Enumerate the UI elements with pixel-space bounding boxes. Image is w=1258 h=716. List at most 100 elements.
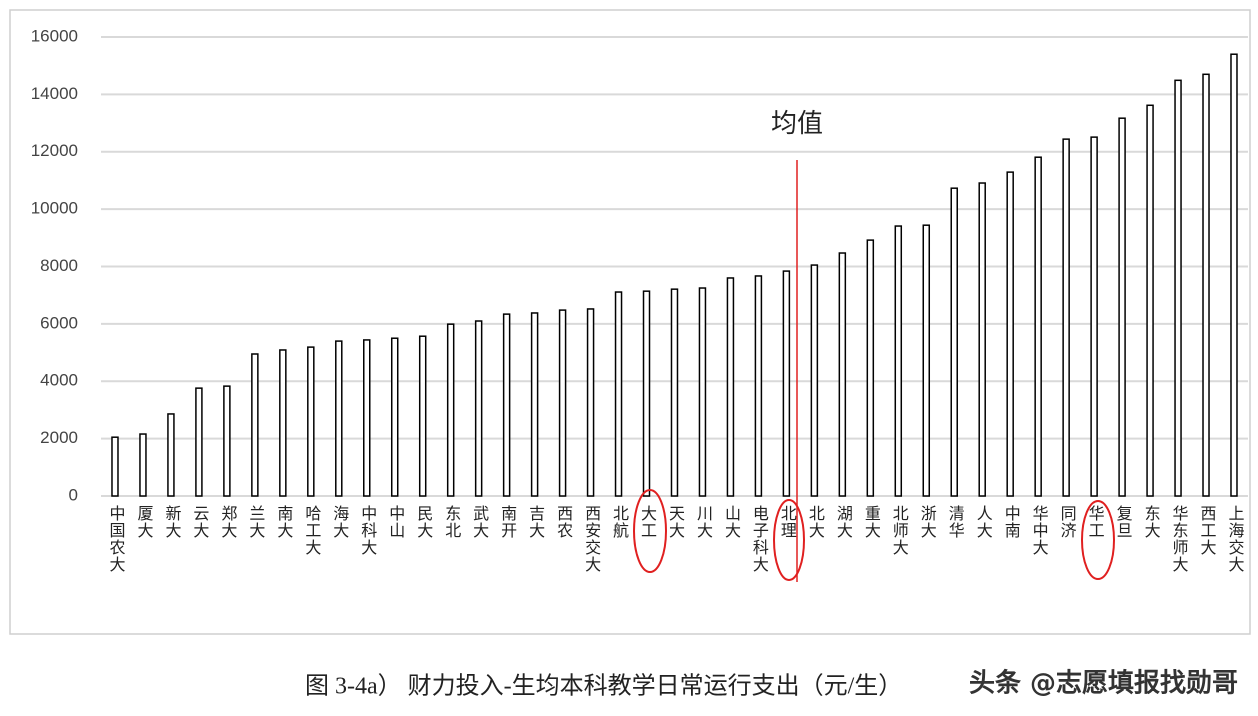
bar [279, 349, 287, 497]
x-tick-label: 浙大 [918, 505, 937, 539]
x-tick-label: 华东师大 [1170, 505, 1189, 573]
bar [838, 252, 847, 497]
bar [810, 264, 819, 497]
x-tick-label: 吉大 [526, 505, 545, 539]
bar [782, 270, 791, 497]
y-tick-label: 6000 [40, 313, 78, 332]
y-tick-label: 14000 [31, 84, 78, 103]
x-tick-label: 中国农大 [106, 505, 125, 573]
y-tick-label: 10000 [31, 199, 78, 218]
y-tick-label: 0 [69, 485, 78, 504]
x-tick-label: 新大 [162, 505, 181, 539]
x-tick-label: 云大 [190, 505, 209, 539]
bar [307, 346, 315, 497]
bar [335, 340, 343, 497]
x-tick-label: 西安交大 [582, 505, 601, 573]
x-tick-label: 重大 [862, 505, 881, 539]
x-tick-label: 清华 [946, 505, 965, 539]
highlight-circle [773, 499, 805, 581]
bar [363, 339, 371, 497]
x-tick-label: 东北 [442, 505, 461, 539]
bar [1090, 136, 1098, 497]
x-tick-label: 武大 [470, 505, 489, 539]
bar [167, 413, 175, 497]
x-tick-label: 中科大 [358, 505, 377, 556]
bar [1202, 73, 1210, 497]
bar [894, 225, 903, 497]
x-tick-label: 中山 [386, 505, 404, 539]
x-tick-label: 同济 [1058, 505, 1077, 539]
mean-label: 均值 [771, 109, 823, 138]
bar [950, 187, 958, 497]
y-tick-label: 12000 [31, 141, 78, 160]
bar [418, 335, 427, 497]
x-tick-label: 厦大 [134, 505, 153, 539]
y-tick-label: 4000 [40, 371, 78, 390]
bar [978, 182, 986, 497]
x-tick-label: 东大 [1142, 505, 1161, 539]
x-tick-label: 海大 [330, 505, 349, 539]
bar [726, 277, 735, 497]
bar [698, 287, 707, 497]
bar [614, 291, 623, 497]
bar [922, 224, 931, 497]
x-tick-label: 天大 [666, 505, 685, 539]
x-tick-label: 西农 [554, 505, 573, 539]
bar [530, 312, 539, 497]
bar [1230, 53, 1238, 497]
watermark: 头条 @志愿填报找勋哥 [969, 668, 1238, 699]
bar [195, 387, 203, 497]
bar [251, 353, 259, 497]
chart-frame [9, 9, 1251, 635]
x-tick-label: 人大 [974, 505, 993, 539]
bar [1062, 138, 1070, 497]
x-tick-label: 北师大 [890, 505, 909, 556]
bar [223, 385, 231, 497]
bar [474, 320, 483, 497]
x-tick-label: 南大 [274, 505, 293, 539]
bar [502, 313, 511, 497]
bar [1174, 79, 1182, 497]
x-tick-label: 上海交大 [1225, 505, 1244, 573]
bar [642, 290, 651, 497]
bar [139, 433, 147, 497]
x-tick-label: 北理 [778, 505, 797, 539]
highlight-circle [633, 489, 667, 573]
caption: 图 3-4a） 财力投入-生均本科教学日常运行支出（元/生） [305, 673, 902, 700]
bar [1146, 104, 1154, 497]
x-tick-label: 华中大 [1030, 505, 1049, 556]
bar [670, 288, 679, 497]
bar [586, 308, 595, 497]
x-tick-label: 大工 [638, 505, 657, 539]
x-tick-label: 电子科大 [750, 505, 769, 573]
bar [390, 337, 399, 497]
y-tick-label: 16000 [31, 26, 78, 45]
highlight-circle [1081, 500, 1115, 580]
bar [558, 309, 567, 497]
x-tick-label: 南开 [498, 505, 517, 539]
x-tick-label: 民大 [414, 505, 433, 539]
x-tick-label: 湖大 [834, 505, 853, 539]
plot-area: 0 2000 4000 6000 8000 10000 12000 14000 16000 中国农… [31, 26, 1248, 573]
x-tick-label: 西工大 [1198, 505, 1217, 556]
bar [866, 239, 875, 497]
x-tick-label: 兰大 [246, 505, 265, 539]
bar [446, 323, 455, 497]
y-tick-label: 8000 [40, 256, 78, 275]
x-tick-label: 川大 [694, 505, 713, 539]
y-tick-label: 2000 [40, 428, 78, 447]
x-tick-label: 北大 [806, 505, 825, 539]
bar [111, 436, 119, 497]
x-tick-label: 复旦 [1114, 505, 1133, 539]
x-tick-label: 中南 [1002, 505, 1021, 539]
bar [1034, 156, 1042, 497]
x-tick-label: 北航 [610, 505, 629, 539]
x-tick-label: 华工 [1086, 505, 1105, 539]
bar [1006, 171, 1014, 497]
x-tick-label: 哈工大 [302, 505, 321, 556]
bar [1118, 117, 1126, 497]
x-tick-label: 郑大 [218, 505, 237, 539]
bar [754, 275, 763, 497]
x-tick-label: 山大 [722, 505, 741, 539]
